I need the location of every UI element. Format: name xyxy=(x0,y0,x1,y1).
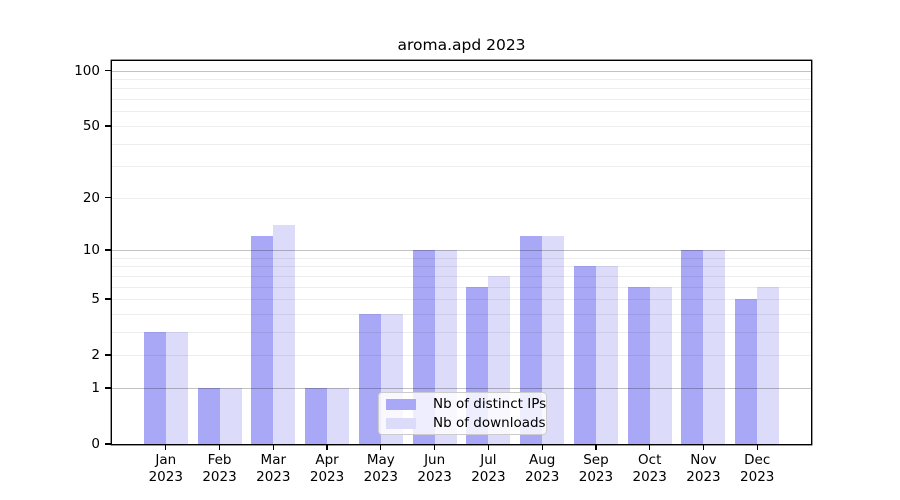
bar-nb-of-distinct-ips-sep-2023 xyxy=(573,266,596,444)
chart-title: aroma.apd 2023 xyxy=(397,36,526,54)
x-axis-tick-mar-2023 xyxy=(272,445,274,451)
minor-gridline-70 xyxy=(112,99,811,101)
x-axis-tick-sep-2023 xyxy=(595,445,597,451)
x-axis-tick-dec-2023 xyxy=(756,445,758,451)
legend-label-downloads: Nb of downloads xyxy=(433,414,546,431)
y-axis-tick-label-5: 5 xyxy=(91,291,100,308)
x-axis-tick-label-oct-2023: Oct 2023 xyxy=(632,452,667,485)
plot-area xyxy=(112,60,811,444)
y-axis-tick-5 xyxy=(105,298,111,300)
legend-item-downloads: Nb of downloads xyxy=(386,415,546,432)
bar-nb-of-downloads-sep-2023 xyxy=(595,266,618,444)
y-axis-tick-label-20: 20 xyxy=(82,189,100,206)
bar-nb-of-downloads-nov-2023 xyxy=(703,250,726,444)
minor-gridline-90 xyxy=(112,79,811,81)
x-axis-tick-label-jun-2023: Jun 2023 xyxy=(417,452,452,485)
y-axis-tick-label-1: 1 xyxy=(91,379,100,396)
x-axis-tick-label-jul-2023: Jul 2023 xyxy=(471,452,506,485)
minor-gridline-50 xyxy=(112,125,811,127)
y-axis-tick-label-100: 100 xyxy=(74,62,100,79)
y-axis-tick-label-10: 10 xyxy=(82,241,100,258)
x-axis-tick-jul-2023 xyxy=(487,445,490,451)
x-axis-tick-label-sep-2023: Sep 2023 xyxy=(578,452,614,485)
y-axis-tick-label-50: 50 xyxy=(82,117,100,134)
minor-gridline-80 xyxy=(112,88,811,90)
bar-nb-of-downloads-aug-2023 xyxy=(542,236,565,444)
y-axis-tick-20 xyxy=(105,197,111,199)
bar-nb-of-distinct-ips-dec-2023 xyxy=(735,299,758,444)
y-axis-tick-10 xyxy=(105,249,111,251)
minor-gridline-40 xyxy=(112,143,811,145)
minor-gridline-60 xyxy=(112,111,811,113)
x-axis-tick-oct-2023 xyxy=(649,445,651,451)
bar-nb-of-distinct-ips-nov-2023 xyxy=(681,250,704,444)
x-axis-tick-label-aug-2023: Aug 2023 xyxy=(524,452,560,485)
bar-nb-of-downloads-jan-2023 xyxy=(165,331,188,444)
x-axis-tick-jun-2023 xyxy=(433,445,436,451)
x-axis-tick-label-feb-2023: Feb 2023 xyxy=(202,452,237,485)
bar-nb-of-downloads-mar-2023 xyxy=(273,224,296,444)
bar-nb-of-downloads-feb-2023 xyxy=(219,387,242,444)
x-axis-tick-feb-2023 xyxy=(218,445,221,451)
bar-nb-of-distinct-ips-may-2023 xyxy=(358,313,381,444)
x-axis-tick-label-jan-2023: Jan 2023 xyxy=(148,452,183,485)
bar-nb-of-distinct-ips-mar-2023 xyxy=(251,236,274,444)
y-axis-tick-1 xyxy=(105,387,111,389)
bar-nb-of-downloads-oct-2023 xyxy=(649,286,672,444)
y-axis-tick-0 xyxy=(105,443,111,445)
x-axis-tick-label-nov-2023: Nov 2023 xyxy=(686,452,721,485)
minor-gridline-20 xyxy=(112,197,811,199)
legend-swatch-downloads xyxy=(386,417,416,429)
bar-nb-of-distinct-ips-apr-2023 xyxy=(305,387,328,444)
legend-item-distinct-ips: Nb of distinct IPs xyxy=(386,396,546,413)
x-axis-tick-apr-2023 xyxy=(326,445,328,451)
bar-nb-of-distinct-ips-jan-2023 xyxy=(143,331,166,444)
x-axis-tick-label-apr-2023: Apr 2023 xyxy=(309,452,345,485)
y-axis-tick-label-0: 0 xyxy=(91,436,100,452)
legend-swatch-distinct-ips xyxy=(386,398,416,410)
x-axis-tick-label-may-2023: May 2023 xyxy=(363,452,399,485)
bar-nb-of-downloads-dec-2023 xyxy=(757,286,780,444)
bar-nb-of-distinct-ips-oct-2023 xyxy=(627,286,650,444)
y-axis-tick-label-2: 2 xyxy=(91,347,100,364)
x-axis-tick-jan-2023 xyxy=(165,445,167,451)
legend: Nb of distinct IPs Nb of downloads xyxy=(378,392,547,435)
x-axis-tick-may-2023 xyxy=(380,445,382,451)
y-axis-tick-2 xyxy=(105,354,111,356)
x-axis-tick-label-mar-2023: Mar 2023 xyxy=(256,452,291,485)
x-axis-tick-aug-2023 xyxy=(541,445,543,451)
y-axis-tick-100 xyxy=(105,69,111,72)
y-axis-tick-50 xyxy=(105,125,111,127)
minor-gridline-30 xyxy=(112,166,811,168)
legend-label-distinct-ips: Nb of distinct IPs xyxy=(433,395,547,412)
x-axis-tick-label-dec-2023: Dec 2023 xyxy=(740,452,775,485)
major-gridline-100 xyxy=(112,70,811,72)
x-axis-tick-nov-2023 xyxy=(702,445,705,451)
bar-nb-of-downloads-apr-2023 xyxy=(327,387,350,444)
bar-nb-of-distinct-ips-feb-2023 xyxy=(197,387,220,444)
